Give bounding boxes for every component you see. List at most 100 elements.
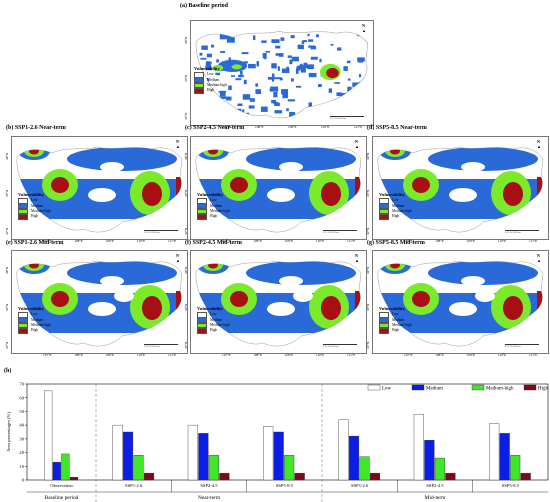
map-legend: Vulnerability Low Medium Medium-high High xyxy=(18,192,51,220)
longitude-tick: 108°E xyxy=(435,353,444,357)
legend-item: Medium-high xyxy=(194,82,227,89)
legend-title: Vulnerability xyxy=(197,192,223,197)
north-label: N xyxy=(362,23,365,28)
legend-swatch xyxy=(18,311,28,318)
vulnerability-map xyxy=(190,136,367,240)
legend-label: Low xyxy=(31,312,38,317)
legend-swatch xyxy=(379,317,389,323)
scale-bar: 0 25 50 100 km xyxy=(323,230,357,234)
north-arrow-icon: ▲ xyxy=(176,144,180,149)
y-tick-label: 70 xyxy=(19,382,24,387)
legend-swatch xyxy=(194,71,204,78)
legend-title: Vulnerability xyxy=(197,306,223,311)
north-arrow-icon: ▲ xyxy=(176,258,180,263)
longitude-tick: 110°E xyxy=(497,239,507,243)
legend-swatch xyxy=(18,322,28,329)
latitude-tick: 33°N xyxy=(366,190,370,198)
legend-item: Low xyxy=(18,311,51,318)
legend-label: Medium xyxy=(426,386,443,391)
longitude-tick: 109°E xyxy=(105,353,115,357)
longitude-tick: 111°E xyxy=(354,125,363,129)
legend-item: High xyxy=(194,88,227,94)
longitude-tick: 109°E xyxy=(466,239,476,243)
legend-item: Medium-high xyxy=(18,322,51,329)
longitude-tick: 107°E xyxy=(43,239,52,243)
panel-title: (a) Baseline period xyxy=(180,3,228,9)
longitude-tick: 107°E xyxy=(222,239,231,243)
north-arrow: N ▲ xyxy=(537,253,541,263)
legend-item: Medium xyxy=(18,317,51,323)
latitude-tick: 34°N xyxy=(184,152,188,160)
longitude-tick: 110°E xyxy=(315,239,325,243)
north-arrow: N ▲ xyxy=(355,139,359,149)
legend-item: Medium-high xyxy=(197,208,230,215)
legend-swatch xyxy=(197,328,207,334)
legend-item: High xyxy=(18,328,51,334)
map-graphic xyxy=(195,146,362,233)
latitude-tick: 32°N xyxy=(366,227,370,235)
vulnerability-map xyxy=(11,136,188,240)
north-arrow-icon: ▲ xyxy=(537,258,541,263)
legend-swatch xyxy=(197,322,207,329)
legend-label: High xyxy=(207,88,215,93)
y-tick-label: 30 xyxy=(19,436,24,441)
north-label: N xyxy=(355,253,358,258)
legend-item: Medium-high xyxy=(379,208,412,215)
north-arrow: N ▲ xyxy=(176,139,180,149)
legend-swatch xyxy=(411,384,425,391)
bar xyxy=(61,453,70,481)
map-graphic xyxy=(195,260,362,347)
longitude-tick: 110°E xyxy=(315,353,325,357)
latitude-tick: 33°N xyxy=(366,304,370,312)
legend-title: Vulnerability xyxy=(18,306,44,311)
longitude-tick: 108°E xyxy=(435,239,444,243)
legend-swatch xyxy=(523,384,537,391)
bar xyxy=(143,472,155,481)
legend-item: Medium-high xyxy=(18,208,51,215)
legend-item: Low xyxy=(18,197,51,204)
vulnerability-map xyxy=(372,250,549,354)
vulnerability-map xyxy=(372,136,549,240)
bar xyxy=(122,431,134,481)
longitude-tick: 109°E xyxy=(284,239,294,243)
legend-swatch xyxy=(18,208,28,215)
category-label: SSP2-4.5 xyxy=(200,483,218,488)
legend-swatch xyxy=(194,88,204,94)
legend-swatch xyxy=(197,214,207,220)
north-label: N xyxy=(355,139,358,144)
longitude-tick: 111°E xyxy=(529,353,538,357)
map-legend: Vulnerability Low Medium Medium-high High xyxy=(379,306,412,334)
scale-bar: 0 25 50 100 km xyxy=(505,230,539,234)
legend-label: Low xyxy=(392,198,399,203)
y-tick-label: 60 xyxy=(19,395,24,400)
bar xyxy=(413,413,424,481)
legend-item: Low xyxy=(197,197,230,204)
scale-bar: 0 25 50 100 km xyxy=(323,344,357,348)
legend-label: Medium-high xyxy=(392,208,412,213)
map-graphic xyxy=(377,146,544,233)
legend-item: High xyxy=(18,214,51,220)
legend-item: Medium xyxy=(379,317,412,323)
legend-swatch xyxy=(379,197,389,204)
legend-swatch xyxy=(379,208,389,215)
longitude-tick: 108°E xyxy=(253,353,262,357)
legend-swatch xyxy=(379,311,389,318)
longitude-tick: 107°E xyxy=(43,353,52,357)
legend-label: High xyxy=(210,214,218,219)
map-graphic xyxy=(16,146,183,233)
longitude-tick: 109°E xyxy=(288,125,297,129)
bar xyxy=(338,419,349,481)
legend-item: Medium-high xyxy=(197,322,230,329)
latitude-tick: 33°N xyxy=(184,304,188,312)
legend-label: Medium-high xyxy=(207,82,227,87)
legend-label: Low xyxy=(210,198,217,203)
north-arrow: N ▲ xyxy=(355,253,359,263)
longitude-tick: 111°E xyxy=(529,239,538,243)
legend-label: Medium xyxy=(31,203,44,208)
longitude-tick: 109°E xyxy=(466,353,476,357)
legend-swatch xyxy=(379,214,389,220)
map-legend: Vulnerability Low Medium Medium-high High xyxy=(194,66,227,94)
y-tick-label: 40 xyxy=(19,423,24,428)
legend-swatch xyxy=(197,311,207,318)
latitude-tick: 34°N xyxy=(366,152,370,160)
